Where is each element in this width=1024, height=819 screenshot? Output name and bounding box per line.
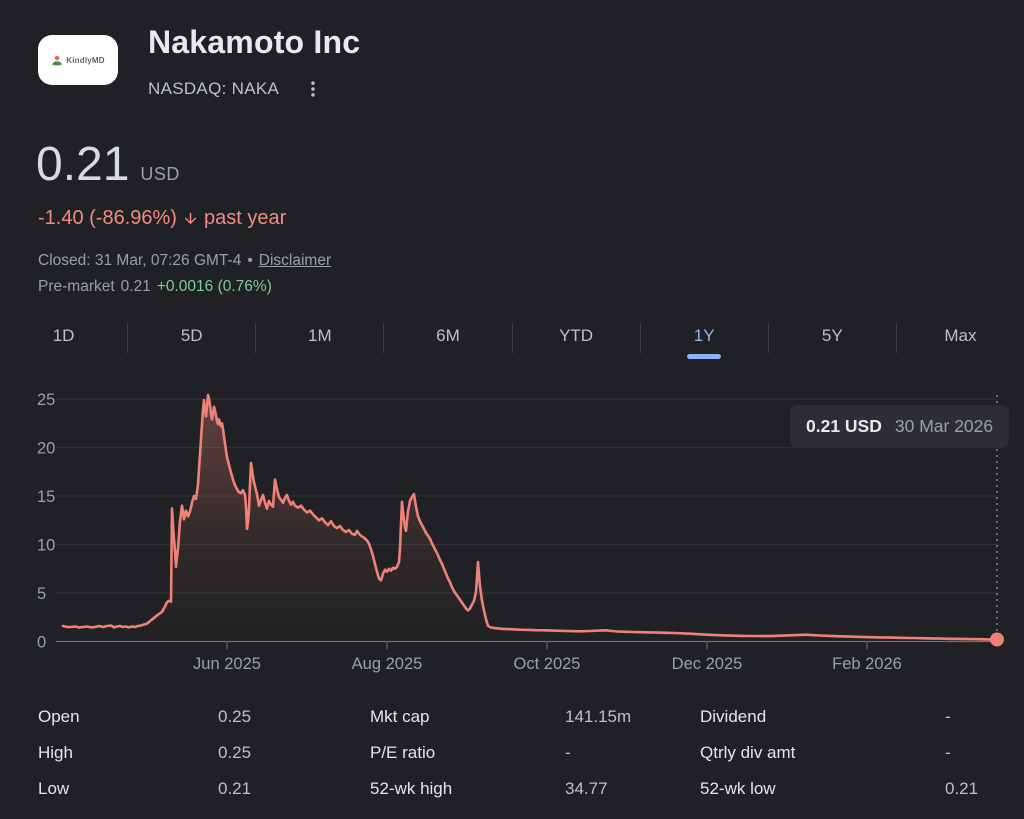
tab-5d[interactable]: 5D <box>128 321 255 346</box>
last-price-dot <box>990 632 1004 647</box>
svg-text:Jun 2025: Jun 2025 <box>193 655 261 673</box>
stat-value: - <box>945 707 951 726</box>
premarket-label: Pre-market <box>38 278 115 295</box>
premarket-row: Pre-market 0.21 +0.0016 (0.76%) <box>38 278 272 296</box>
svg-text:10: 10 <box>37 537 55 555</box>
change-period: past year <box>203 207 287 229</box>
tab-label: 5Y <box>821 326 843 345</box>
currency-label: USD <box>140 164 180 184</box>
stat-label: Qtrly div amt <box>700 743 796 762</box>
stat-row: P/E ratio - <box>370 735 700 771</box>
tab-divider <box>383 323 385 353</box>
tab-label: 6M <box>436 326 460 345</box>
page-title: Nakamoto Inc <box>148 24 361 60</box>
arrow-down-icon <box>184 212 197 225</box>
price-line <box>61 393 999 641</box>
disclaimer-link[interactable]: Disclaimer <box>258 252 332 269</box>
tooltip-date: 30 Mar 2026 <box>894 416 994 436</box>
tab-label: Max <box>944 326 977 345</box>
stat-value: 0.25 <box>218 743 252 762</box>
stat-row: Qtrly div amt - <box>700 735 988 771</box>
logo-text: KindlyMD <box>66 55 105 65</box>
tab-1m[interactable]: 1M <box>256 321 383 346</box>
stat-label: Dividend <box>700 707 767 726</box>
tab-divider <box>127 323 129 353</box>
tab-divider <box>767 323 769 353</box>
stat-row: 52-wk high 34.77 <box>370 771 700 807</box>
exchange-ticker: NASDAQ: NAKA <box>148 79 280 98</box>
tab-1d[interactable]: 1D <box>0 321 127 346</box>
stat-value: - <box>565 743 571 762</box>
price-chart[interactable]: 0 5 10 15 20 25 Jun 2025 Aug 2025 Oct 2025 Dec 20… <box>0 385 1024 680</box>
y-axis-labels: 0 5 10 15 20 25 <box>37 391 55 652</box>
tab-divider <box>255 323 257 353</box>
stat-label: 52-wk low <box>700 779 776 798</box>
tab-1y[interactable]: 1Y <box>641 321 768 359</box>
bullet-separator: • <box>247 252 253 269</box>
premarket-change: +0.0016 (0.76%) <box>156 278 272 295</box>
tab-divider <box>511 323 513 353</box>
x-axis-labels: Jun 2025 Aug 2025 Oct 2025 Dec 2025 Feb 2026 <box>193 642 902 673</box>
active-tab-underline <box>687 354 722 359</box>
stat-value: 0.21 <box>945 779 979 798</box>
stat-value: 34.77 <box>565 779 608 798</box>
stat-value: 141.15m <box>565 707 632 726</box>
stat-label: Open <box>38 707 80 726</box>
stat-label: P/E ratio <box>370 743 436 762</box>
range-tabs: 1D 5D 1M 6M YTD 1Y 5Y Max <box>0 321 1024 359</box>
stats-column: Dividend - Qtrly div amt - 52-wk low 0.21 <box>700 699 988 807</box>
price-change-row: -1.40 (-86.96%) past year <box>38 207 286 230</box>
current-price: 0.21 <box>36 138 130 191</box>
svg-text:Aug 2025: Aug 2025 <box>352 655 423 673</box>
tab-divider <box>639 323 641 353</box>
stat-value: 0.25 <box>218 707 252 726</box>
svg-text:Oct 2025: Oct 2025 <box>514 655 581 673</box>
stat-row: 52-wk low 0.21 <box>700 771 988 807</box>
tab-label: YTD <box>559 326 594 345</box>
tab-label: 5D <box>180 326 203 345</box>
price-row: 0.21 USD <box>36 137 180 192</box>
tab-label: 1D <box>52 326 75 345</box>
stat-row: High 0.25 <box>38 735 370 771</box>
stat-value: 0.21 <box>218 779 252 798</box>
market-status-row: Closed: 31 Mar, 07:26 GMT-4 • Disclaimer <box>38 252 331 270</box>
stat-label: 52-wk high <box>370 779 453 798</box>
tab-label: 1M <box>308 326 332 345</box>
svg-text:5: 5 <box>37 585 46 603</box>
closed-time: Closed: 31 Mar, 07:26 GMT-4 <box>38 252 242 269</box>
tooltip-price: 0.21 USD <box>806 416 882 436</box>
stats-column: Open 0.25 High 0.25 Low 0.21 <box>38 699 370 807</box>
more-options-button[interactable] <box>303 79 323 99</box>
tab-label: 1Y <box>693 326 715 345</box>
premarket-price: 0.21 <box>120 278 151 295</box>
svg-text:Feb 2026: Feb 2026 <box>832 655 902 673</box>
svg-text:15: 15 <box>37 488 55 506</box>
stat-row: Mkt cap 141.15m <box>370 699 700 735</box>
stat-label: High <box>38 743 73 762</box>
area-fill <box>63 395 997 642</box>
stat-row: Low 0.21 <box>38 771 370 807</box>
stat-value: - <box>945 743 951 762</box>
stats-table: Open 0.25 High 0.25 Low 0.21 Mkt cap 141.15m P/E… <box>38 699 988 807</box>
stats-column: Mkt cap 141.15m P/E ratio - 52-wk high 34.77 <box>370 699 700 807</box>
stat-label: Mkt cap <box>370 707 430 726</box>
chart-tooltip: 0.21 USD 30 Mar 2026 <box>790 405 1010 448</box>
tab-ytd[interactable]: YTD <box>513 321 640 346</box>
svg-text:Dec 2025: Dec 2025 <box>672 655 743 673</box>
stat-row: Dividend - <box>700 699 988 735</box>
tab-divider <box>895 323 897 353</box>
svg-text:0: 0 <box>37 634 46 652</box>
company-logo: KindlyMD <box>38 35 118 85</box>
svg-text:25: 25 <box>37 391 55 409</box>
exchange-row: NASDAQ: NAKA <box>148 79 323 99</box>
kindlymd-flower-icon <box>52 55 63 65</box>
tab-5y[interactable]: 5Y <box>769 321 896 346</box>
stat-row: Open 0.25 <box>38 699 370 735</box>
svg-text:20: 20 <box>37 440 55 458</box>
stat-label: Low <box>38 779 70 798</box>
tab-max[interactable]: Max <box>897 321 1024 346</box>
tab-6m[interactable]: 6M <box>384 321 511 346</box>
price-change: -1.40 (-86.96%) <box>38 207 177 229</box>
